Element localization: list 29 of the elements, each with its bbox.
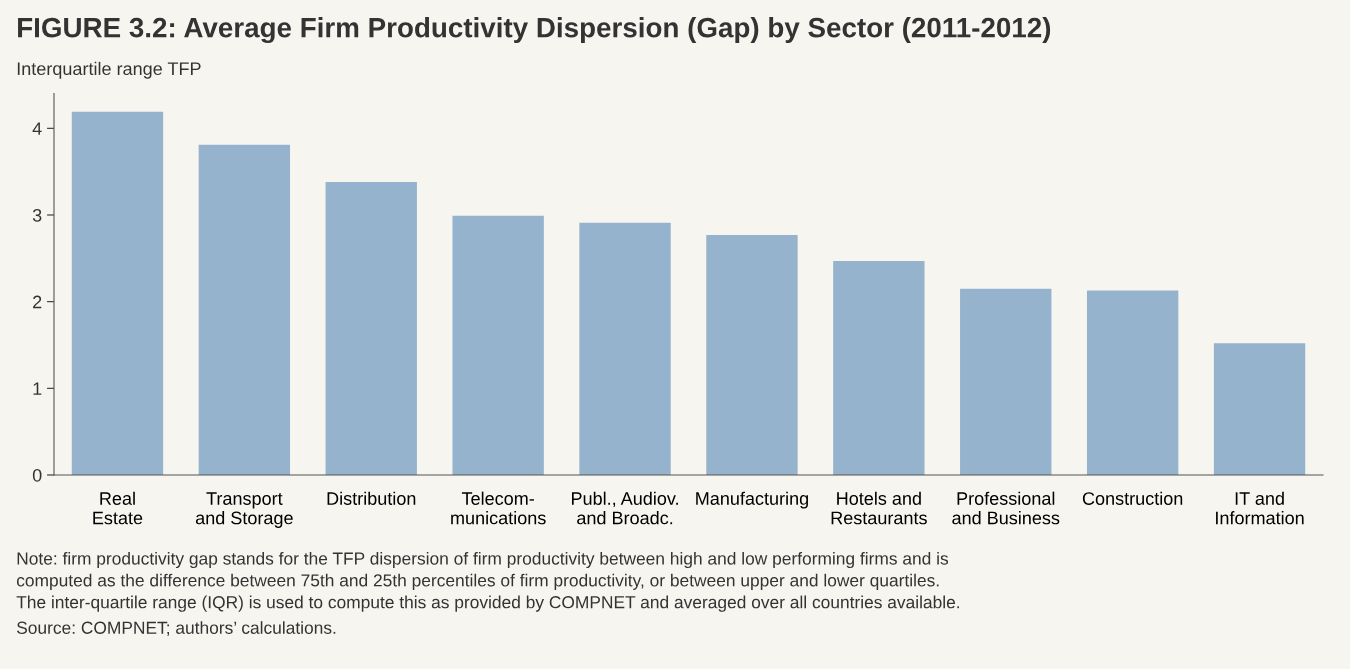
y-tick-label: 4	[32, 122, 42, 135]
bar	[706, 234, 798, 475]
bar	[325, 182, 417, 475]
x-tick-label: Transport and Storage	[195, 492, 293, 528]
bar	[579, 222, 671, 475]
x-tick-label: Professional and Business	[952, 491, 1060, 525]
y-axis-title: Interquartile range TFP	[17, 61, 201, 79]
bar	[1086, 290, 1179, 475]
y-tick-label: 2	[33, 295, 42, 309]
x-tick-label: Distribution	[327, 491, 416, 505]
x-tick-label: Construction	[1082, 491, 1183, 505]
y-tick-label: 1	[33, 382, 42, 395]
x-tick-label: Publ., Audiov. and Broadc.	[571, 491, 678, 525]
bar	[452, 215, 544, 475]
bar	[833, 260, 925, 475]
x-tick-label: Real Estate	[93, 491, 143, 525]
x-tick-label: IT and Information	[1216, 491, 1304, 525]
bar	[960, 288, 1052, 475]
bar	[198, 144, 291, 475]
source-note: Source: COMPNET; authors’ calculations.	[16, 621, 336, 636]
y-tick-label: 0	[32, 468, 42, 482]
bar	[71, 111, 164, 475]
y-tick-label: 3	[32, 208, 42, 222]
x-tick-label: Hotels and Restaurants	[831, 491, 927, 525]
chart-title: FIGURE 3.2: Average Firm Productivity Dispersion (Gap) by Sector (2011-2012)	[18, 17, 1051, 44]
bar	[1213, 343, 1306, 475]
x-tick-label: Manufacturing	[696, 491, 808, 509]
text: Note: firm productivity gap stands for the TFP dispersion of firm productivity between high and low performing firms and is computed as the difference between 75th and 25th percentiles of firm productivity, or between upper and lower quartiles. The inter-quartile range (IQR) is used to compute this as provided by COMPNET and averaged over all countries available.	[16, 551, 960, 612]
x-tick-label: Telecom- munications	[451, 491, 546, 525]
